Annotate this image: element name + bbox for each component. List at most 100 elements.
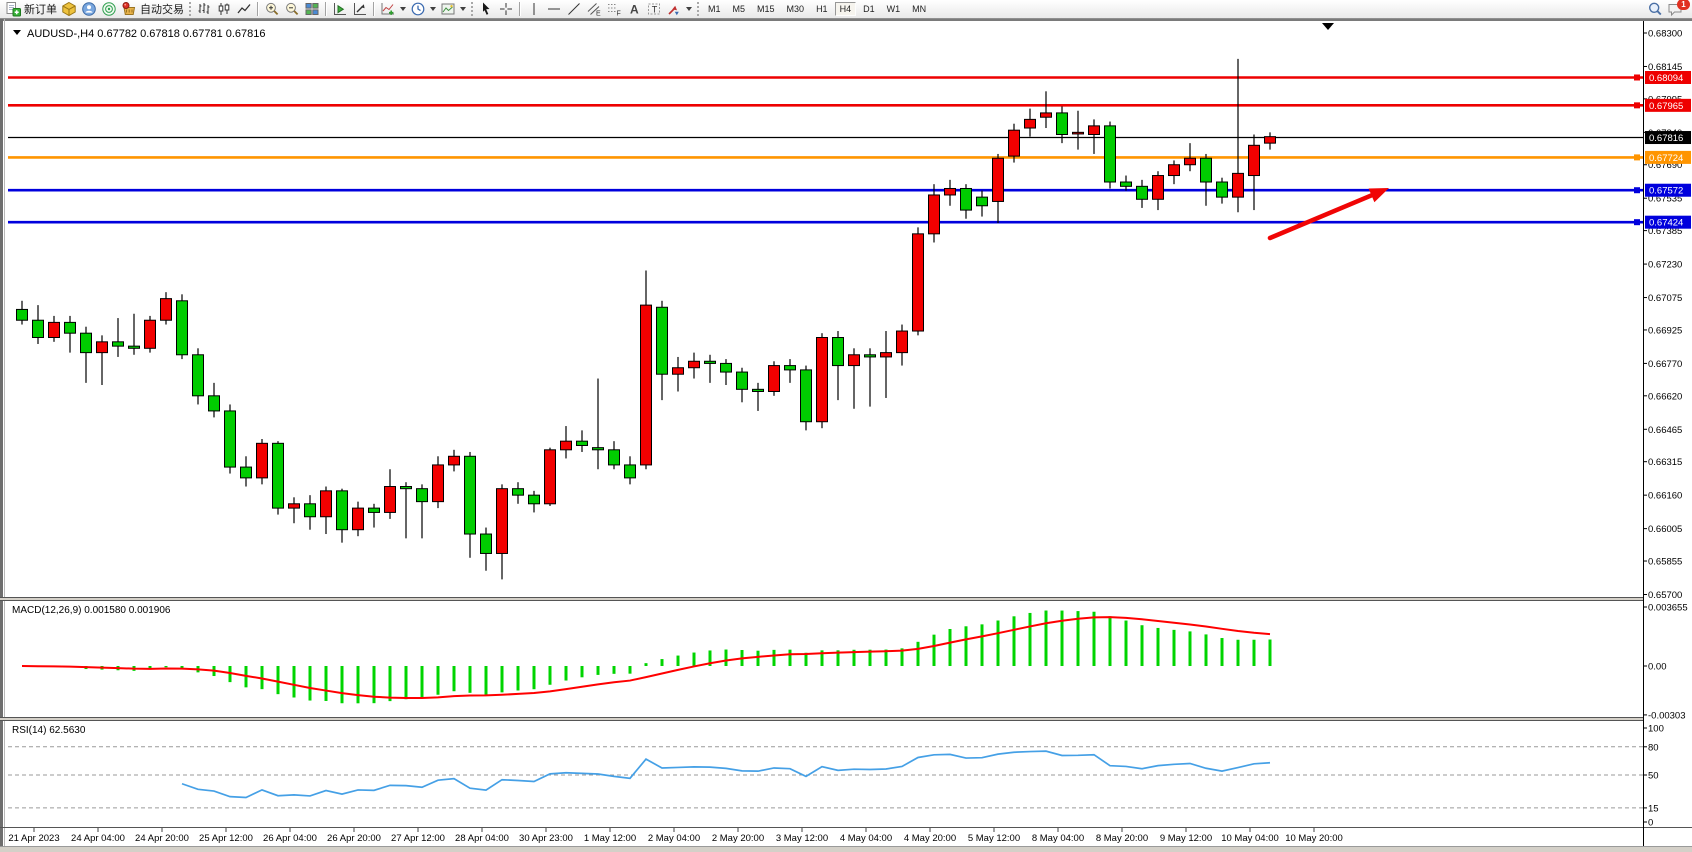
text-icon: A (630, 3, 639, 17)
candle (880, 331, 892, 398)
svg-text:0.67816: 0.67816 (1649, 133, 1683, 144)
price-tick-label: 0.67690 (1648, 160, 1682, 171)
timeframe-m15[interactable]: M15 (757, 4, 775, 14)
market-watch-button[interactable] (59, 1, 79, 18)
main-plot-area[interactable] (8, 21, 1643, 597)
candle (528, 490, 540, 513)
candle (176, 294, 188, 360)
timeframe-w1[interactable]: W1 (886, 4, 901, 14)
text-button[interactable]: A (624, 1, 644, 18)
periods-button[interactable] (408, 1, 438, 18)
candle (128, 313, 140, 355)
signals-button[interactable] (99, 1, 119, 18)
notification-badge: 1 (1677, 0, 1690, 10)
search-button[interactable] (1645, 1, 1665, 18)
trendline-button[interactable] (564, 1, 584, 18)
candle (560, 426, 572, 459)
chart-menu-caret-icon[interactable] (13, 30, 21, 35)
rsi-axis-label: 50 (1648, 771, 1659, 782)
timeframe-d1[interactable]: D1 (863, 4, 875, 14)
candle (688, 352, 700, 379)
new-order-button[interactable]: 新订单 (3, 1, 59, 18)
templates-button[interactable] (438, 1, 468, 18)
crosshair-button[interactable] (496, 1, 516, 18)
equidistant-channel-button[interactable]: E (584, 1, 604, 18)
signals-radar-icon (102, 2, 116, 16)
zoom-out-button[interactable] (282, 1, 302, 18)
horizontal-line-icon (548, 8, 560, 10)
crosshair-icon (500, 3, 512, 15)
arrow-annotation[interactable] (1267, 188, 1389, 241)
candle (800, 365, 812, 431)
timeframe-h1[interactable]: H1 (816, 4, 828, 14)
add-indicator-icon (381, 3, 394, 15)
arrows-button[interactable] (664, 1, 694, 18)
macd-plot-area[interactable] (8, 601, 1643, 717)
timeframe-h4[interactable]: H4 (834, 2, 857, 16)
price-line-0.68094[interactable] (8, 74, 1643, 81)
rsi-axis-label: 80 (1648, 742, 1659, 753)
market-cube-icon (62, 1, 76, 17)
vertical-line-button[interactable] (524, 1, 544, 18)
candle (736, 367, 748, 403)
candle (240, 456, 252, 487)
price-tick-label: 0.66160 (1648, 491, 1682, 502)
candle (896, 324, 908, 366)
notifications-button[interactable]: 1 (1665, 0, 1690, 18)
candle (496, 484, 508, 580)
toolbar-grip (471, 2, 473, 16)
zoom-out-icon (286, 2, 299, 16)
chart-shift-marker-icon[interactable] (1322, 23, 1334, 30)
timeframe-mn[interactable]: MN (912, 4, 927, 14)
time-tick-label: 21 Apr 2023 (8, 833, 59, 844)
price-tick-label: 0.67535 (1648, 194, 1682, 205)
candle (544, 447, 556, 506)
bottom-scroll-strip[interactable] (0, 846, 1692, 852)
chart-shift-button[interactable] (350, 1, 370, 18)
auto-trading-button[interactable]: 自动交易 (119, 1, 186, 18)
price-line-0.67724[interactable] (8, 154, 1643, 161)
time-tick-label: 26 Apr 04:00 (263, 833, 317, 844)
candlestick-chart-button[interactable] (214, 1, 234, 18)
chart-autoscroll-button[interactable] (330, 1, 350, 18)
dropdown-caret-icon (430, 7, 436, 11)
timeframe-m30[interactable]: M30 (786, 4, 805, 14)
panel-separator[interactable] (0, 717, 1692, 721)
candle (480, 527, 492, 571)
rsi-line (181, 750, 1271, 799)
candle (1136, 179, 1148, 208)
time-tick-label: 1 May 12:00 (584, 833, 636, 844)
rsi-label: RSI(14) 62.5630 (12, 725, 86, 736)
macd-label: MACD(12,26,9) 0.001580 0.001906 (12, 605, 171, 616)
price-tick-label: 0.66005 (1648, 524, 1682, 535)
price-tick-label: 0.66620 (1648, 391, 1682, 402)
time-axis[interactable] (8, 828, 1643, 846)
timeframe-m5[interactable]: M5 (732, 4, 746, 14)
rsi-plot-area[interactable] (8, 721, 1643, 827)
toolbar-separator (325, 2, 327, 16)
cursor-button[interactable] (476, 1, 496, 18)
indicators-button[interactable] (378, 1, 408, 18)
navigator-button[interactable] (79, 1, 99, 18)
candle (1088, 119, 1100, 154)
fibonacci-button[interactable]: F (604, 1, 624, 18)
zoom-in-button[interactable] (262, 1, 282, 18)
cursor-icon (483, 2, 490, 15)
line-chart-button[interactable] (234, 1, 254, 18)
horizontal-line-button[interactable] (544, 1, 564, 18)
price-line-0.67965[interactable] (8, 102, 1643, 109)
panel-separator[interactable] (0, 597, 1692, 601)
timeframe-m1[interactable]: M1 (708, 4, 721, 14)
price-line-0.67424[interactable] (8, 219, 1643, 226)
candle (192, 348, 204, 405)
candle (368, 503, 380, 528)
candle (848, 348, 860, 409)
candle (592, 378, 604, 470)
svg-text:0.68094: 0.68094 (1649, 73, 1683, 84)
bar-chart-button[interactable] (194, 1, 214, 18)
tile-windows-button[interactable] (302, 1, 322, 18)
candle (656, 300, 668, 401)
text-label-button[interactable]: T (644, 1, 664, 18)
toolbar-grip (189, 2, 191, 16)
candle (1216, 177, 1228, 204)
